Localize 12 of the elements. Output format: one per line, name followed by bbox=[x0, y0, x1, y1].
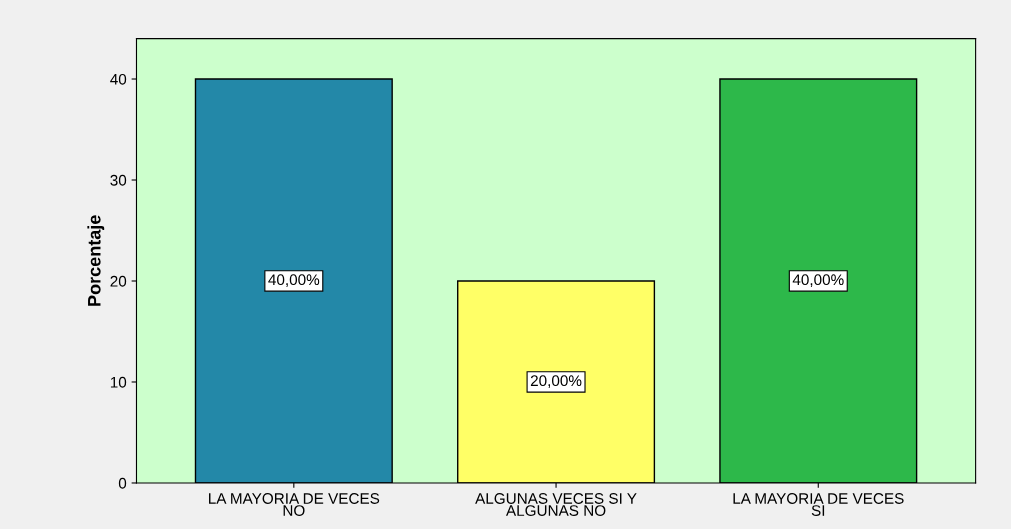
y-tick-label: 30 bbox=[110, 174, 127, 186]
x-tick-label: ALGUNAS VECES SI Y ALGUNAS NO bbox=[475, 493, 637, 516]
x-tick-label: LA MAYORIA DE VECES SI bbox=[733, 493, 904, 516]
y-tick-label: 20 bbox=[110, 275, 127, 287]
y-tick-label: 40 bbox=[110, 73, 127, 85]
y-axis-title: Porcentaje bbox=[87, 215, 105, 306]
y-tick-label: 10 bbox=[110, 376, 127, 388]
data-label: 40,00% bbox=[268, 274, 320, 287]
data-label: 20,00% bbox=[530, 375, 582, 388]
y-tick-label: 0 bbox=[118, 477, 127, 489]
data-label: 40,00% bbox=[792, 274, 844, 287]
x-tick-label: LA MAYORIA DE VECES NO bbox=[209, 493, 380, 516]
